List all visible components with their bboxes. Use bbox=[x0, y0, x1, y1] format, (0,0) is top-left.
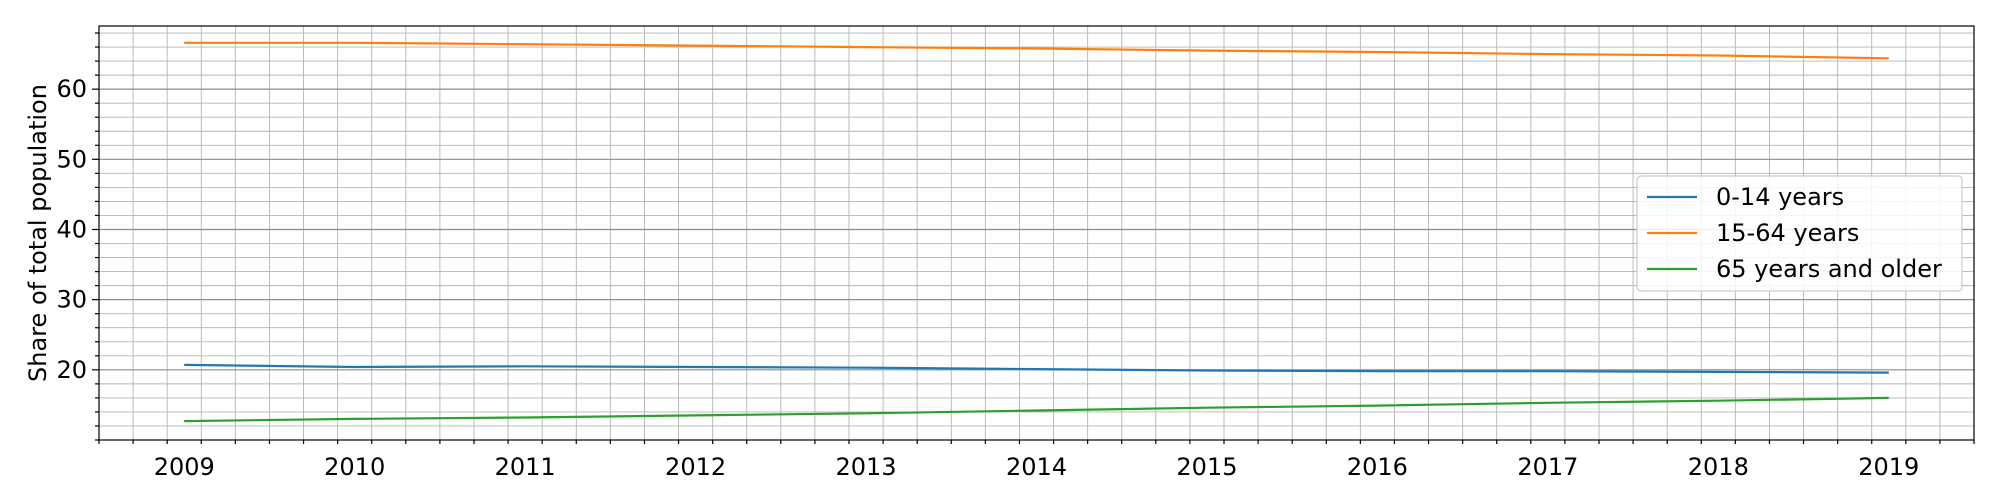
legend-label: 0-14 years bbox=[1716, 183, 1844, 211]
series-lines bbox=[184, 41, 1889, 423]
series-line bbox=[184, 363, 1889, 374]
y-tick-label: 60 bbox=[56, 75, 87, 103]
legend-label: 65 years and older bbox=[1716, 255, 1942, 283]
x-tick-label: 2010 bbox=[324, 453, 385, 481]
y-tick-label: 20 bbox=[56, 356, 87, 384]
x-tick-label: 2018 bbox=[1688, 453, 1749, 481]
legend-box bbox=[1636, 175, 1963, 292]
x-tick-label: 2016 bbox=[1347, 453, 1408, 481]
y-tick-label: 50 bbox=[56, 145, 87, 173]
plot-frame bbox=[98, 25, 1975, 441]
x-tick-label: 2011 bbox=[495, 453, 556, 481]
legend: 0-14 years 15-64 years 65 years and older bbox=[1636, 175, 1963, 292]
y-tick-label: 40 bbox=[56, 215, 87, 243]
x-tick-label: 2019 bbox=[1858, 453, 1919, 481]
x-tick-label: 2015 bbox=[1176, 453, 1237, 481]
series-line bbox=[184, 41, 1889, 60]
x-tick-label: 2009 bbox=[154, 453, 215, 481]
series-line bbox=[184, 396, 1889, 423]
axis-ticks: 2009 2010 2011 2012 2013 2014 2015 2016 2017 2018… bbox=[56, 32, 1975, 481]
x-tick-label: 2014 bbox=[1006, 453, 1067, 481]
x-tick-label: 2017 bbox=[1517, 453, 1578, 481]
x-tick-label: 2012 bbox=[665, 453, 726, 481]
x-tick-label: 2013 bbox=[836, 453, 897, 481]
y-tick-label: 30 bbox=[56, 286, 87, 314]
y-axis-title: Share of total population bbox=[24, 84, 52, 382]
legend-label: 15-64 years bbox=[1716, 219, 1859, 247]
